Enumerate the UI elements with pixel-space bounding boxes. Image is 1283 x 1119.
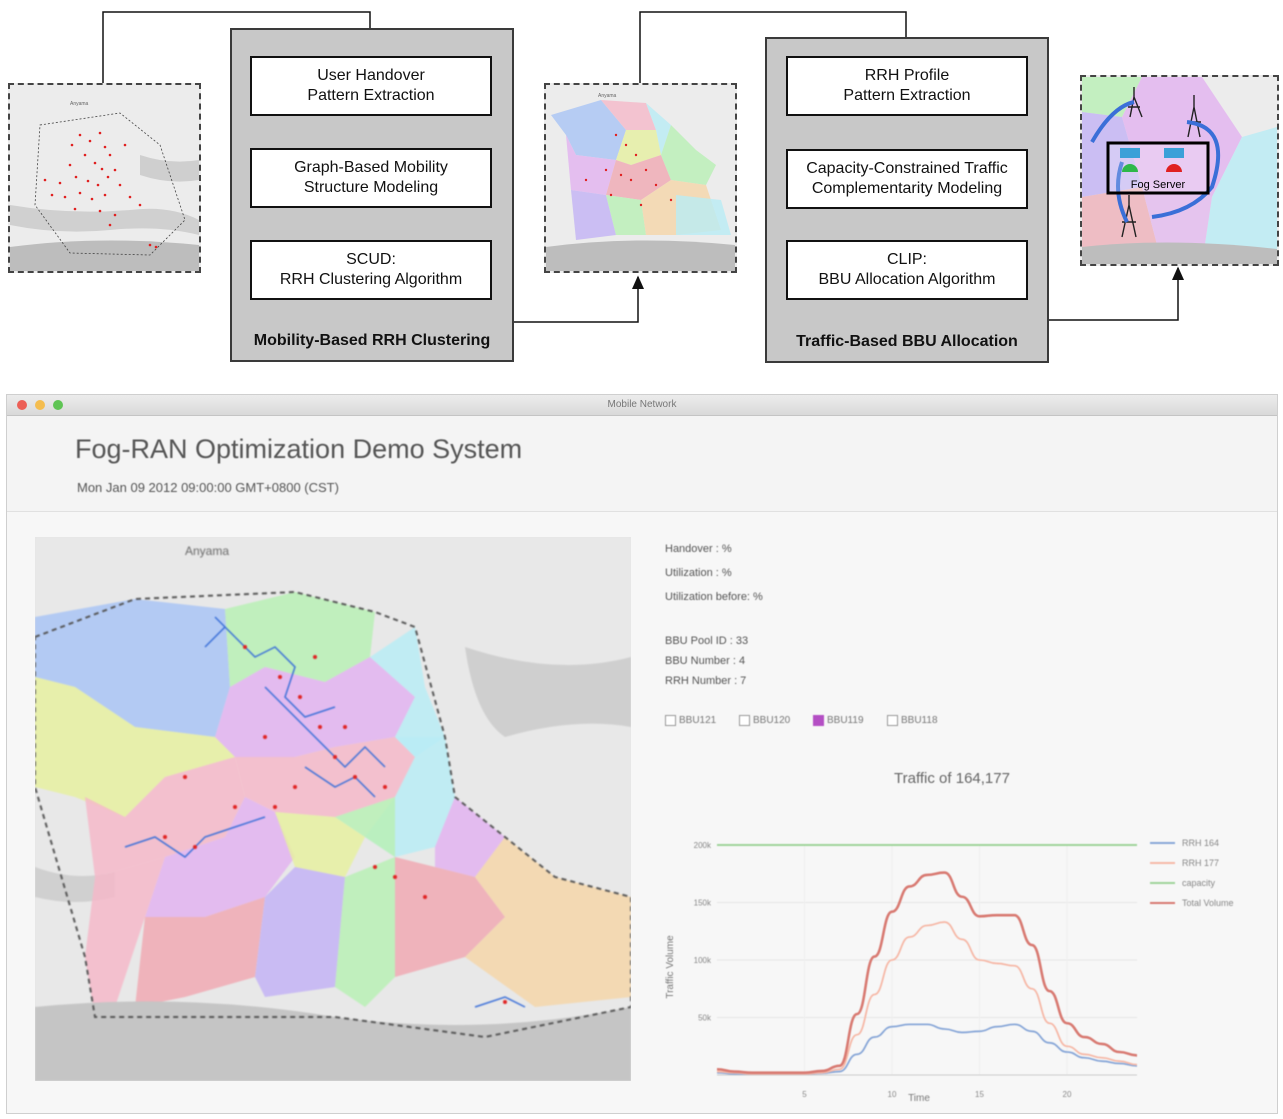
traffic-chart: Traffic of 164,177 50k 100k 150k 200k 5 10 15 2… <box>665 770 1234 1104</box>
window-title: Mobile Network <box>607 399 677 410</box>
y-tick-label: 50k <box>698 1014 712 1023</box>
rrh-raw-map-thumbnail: Anyama <box>8 83 201 273</box>
checkbox-label: BBU119 <box>827 715 864 726</box>
gauge-icon <box>1122 164 1138 172</box>
traffic-complementarity-step: Capacity-Constrained Traffic Complementa… <box>786 149 1028 209</box>
x-axis-label: Time <box>908 1093 930 1104</box>
scud-algorithm-step: SCUD: RRH Clustering Algorithm <box>250 240 492 300</box>
panel1-label: Mobility-Based RRH Clustering <box>253 332 491 349</box>
tower-icon <box>1121 87 1201 238</box>
y-tick-label: 150k <box>694 899 712 908</box>
rrh-clustered-map-thumbnail: Anyama <box>544 83 737 273</box>
checkbox-icon[interactable] <box>813 715 824 726</box>
utilization-stat: Utilization : % <box>665 567 732 579</box>
step-label: RRH Profile Pattern Extraction <box>843 67 971 104</box>
mobility-clustering-panel: User Handover Pattern Extraction Graph-B… <box>230 28 514 362</box>
legend-label: RRH 177 <box>1182 858 1219 868</box>
chart-title: Traffic of 164,177 <box>894 770 1010 787</box>
y-tick-label: 200k <box>694 841 712 850</box>
step-label: Graph-Based Mobility Structure Modeling <box>294 159 448 196</box>
rrh-clustered-map: Anyama <box>546 85 735 271</box>
rrh-dots <box>43 131 158 249</box>
y-tick-label: 100k <box>694 956 712 965</box>
gauge-icon <box>1166 164 1182 172</box>
legend-label: Total Volume <box>1182 898 1234 908</box>
x-tick-label: 10 <box>888 1090 897 1099</box>
bbu-number: BBU Number : 4 <box>665 655 746 667</box>
thumb1-label: Anyama <box>70 101 89 107</box>
step-label: CLIP: BBU Allocation Algorithm <box>818 251 996 288</box>
minimize-window-button[interactable] <box>35 400 45 410</box>
x-tick-label: 15 <box>975 1090 984 1099</box>
fog-server-label: Fog Server <box>1131 179 1186 191</box>
step-label: SCUD: RRH Clustering Algorithm <box>279 251 463 288</box>
bbu-checkbox[interactable]: BBU119 <box>813 715 864 726</box>
server-icon <box>1120 148 1140 158</box>
graph-modeling-step: Graph-Based Mobility Structure Modeling <box>250 148 492 208</box>
window-titlebar: Mobile Network <box>7 395 1277 416</box>
bbu-checkbox[interactable]: BBU120 <box>739 715 790 726</box>
fog-server-thumbnail: Fog Server <box>1080 75 1279 266</box>
utilization-before-stat: Utilization before: % <box>665 591 763 603</box>
checkbox-icon[interactable] <box>739 715 750 726</box>
legend-label: capacity <box>1182 878 1216 888</box>
traffic-allocation-panel: RRH Profile Pattern Extraction Capacity-… <box>765 37 1049 363</box>
step-label: User Handover Pattern Extraction <box>307 67 435 104</box>
series-line-3 <box>716 871 1138 1074</box>
rrh-number: RRH Number : 7 <box>665 675 747 687</box>
app-header: Fog-RAN Optimization Demo System Mon Jan… <box>7 416 1277 512</box>
rrh-profile-step: RRH Profile Pattern Extraction <box>786 56 1028 116</box>
bbu-checkbox[interactable]: BBU118 <box>887 715 938 726</box>
legend-label: RRH 164 <box>1182 838 1219 848</box>
checkbox-label: BBU120 <box>753 715 791 726</box>
user-handover-step: User Handover Pattern Extraction <box>250 56 492 116</box>
fog-server-box <box>1106 141 1210 195</box>
x-tick-label: 5 <box>802 1090 807 1099</box>
checkbox-label: BBU121 <box>679 715 717 726</box>
map-town-label: Anyama <box>185 544 229 558</box>
rrh-raw-map: Anyama <box>10 85 199 271</box>
close-window-button[interactable] <box>17 400 27 410</box>
datetime-label: Mon Jan 09 2012 09:00:00 GMT+0800 (CST) <box>77 480 339 495</box>
fog-server-map: Fog Server <box>1082 77 1277 264</box>
bbu-pool-id: BBU Pool ID : 33 <box>665 635 749 647</box>
page-title: Fog-RAN Optimization Demo System <box>75 434 523 464</box>
bbu-checkbox[interactable]: BBU121 <box>665 715 716 726</box>
cluster-map[interactable]: Anyama <box>35 537 631 1081</box>
x-tick-label: 20 <box>1063 1090 1072 1099</box>
server-icon <box>1164 148 1184 158</box>
series-line-1 <box>716 921 1138 1075</box>
checkbox-icon[interactable] <box>887 715 898 726</box>
demo-app-window: Mobile Network Fog-RAN Optimization Demo… <box>6 394 1278 1114</box>
checkbox-label: BBU118 <box>901 715 938 726</box>
panel2-label: Traffic-Based BBU Allocation <box>796 333 1018 350</box>
cluster-map-canvas[interactable]: Anyama <box>35 537 631 1081</box>
step-label: Capacity-Constrained Traffic Complementa… <box>806 160 1008 197</box>
maximize-window-button[interactable] <box>53 400 63 410</box>
checkbox-icon[interactable] <box>665 715 676 726</box>
clip-algorithm-step: CLIP: BBU Allocation Algorithm <box>786 240 1028 300</box>
handover-stat: Handover : % <box>665 543 732 555</box>
thumb2-label: Anyama <box>598 93 617 99</box>
y-axis-label: Traffic Volume <box>665 935 676 999</box>
